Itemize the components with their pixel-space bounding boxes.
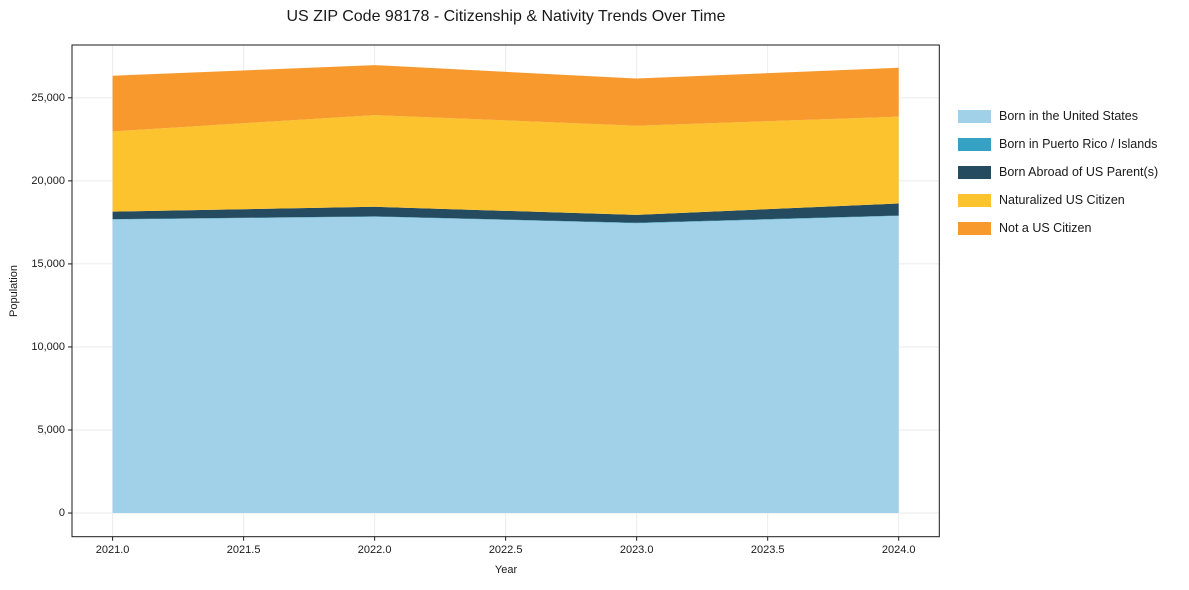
area-series-1 bbox=[112, 215, 899, 224]
chart-title: US ZIP Code 98178 - Citizenship & Nativi… bbox=[286, 8, 726, 25]
x-tick-label: 2023.5 bbox=[751, 544, 785, 556]
x-tick-label: 2022.5 bbox=[489, 544, 523, 556]
y-axis-ticks: 0 5,000 10,000 15,000 20,000 25,000 bbox=[31, 92, 72, 519]
area-series-4 bbox=[112, 65, 899, 132]
y-tick-label: 0 bbox=[59, 507, 65, 519]
legend: Born in the United States Born in Puerto… bbox=[958, 110, 1158, 250]
legend-item: Born in Puerto Rico / Islands bbox=[958, 138, 1158, 151]
y-tick-label: 10,000 bbox=[31, 341, 65, 353]
legend-swatch-puerto-rico bbox=[958, 138, 991, 151]
legend-swatch-born-us bbox=[958, 110, 991, 123]
legend-label: Born in the United States bbox=[999, 109, 1138, 123]
y-tick-label: 25,000 bbox=[31, 92, 65, 104]
legend-label: Not a US Citizen bbox=[999, 221, 1092, 235]
legend-label: Born Abroad of US Parent(s) bbox=[999, 165, 1159, 179]
x-tick-label: 2021.0 bbox=[96, 544, 130, 556]
y-tick-label: 5,000 bbox=[37, 424, 65, 436]
area-series-0 bbox=[112, 215, 899, 514]
legend-item: Born Abroad of US Parent(s) bbox=[958, 166, 1158, 179]
x-tick-label: 2024.0 bbox=[882, 544, 916, 556]
y-tick-label: 20,000 bbox=[31, 175, 65, 187]
legend-item: Naturalized US Citizen bbox=[958, 194, 1158, 207]
x-axis-label: Year bbox=[494, 564, 518, 576]
legend-swatch-born-abroad bbox=[958, 166, 991, 179]
legend-label: Born in Puerto Rico / Islands bbox=[999, 137, 1158, 151]
legend-swatch-not-citizen bbox=[958, 222, 991, 235]
area-series-2 bbox=[112, 203, 899, 223]
legend-item: Not a US Citizen bbox=[958, 222, 1158, 235]
x-axis-ticks: 2021.0 2021.5 2022.0 2022.5 2023.0 2023.5 2024… bbox=[96, 536, 916, 556]
legend-swatch-naturalized bbox=[958, 194, 991, 207]
x-tick-label: 2023.0 bbox=[620, 544, 654, 556]
x-tick-label: 2022.0 bbox=[358, 544, 392, 556]
area-series bbox=[112, 65, 899, 514]
legend-label: Naturalized US Citizen bbox=[999, 193, 1125, 207]
y-tick-label: 15,000 bbox=[31, 258, 65, 270]
legend-item: Born in the United States bbox=[958, 110, 1158, 123]
area-series-3 bbox=[112, 115, 899, 215]
x-tick-label: 2021.5 bbox=[227, 544, 261, 556]
